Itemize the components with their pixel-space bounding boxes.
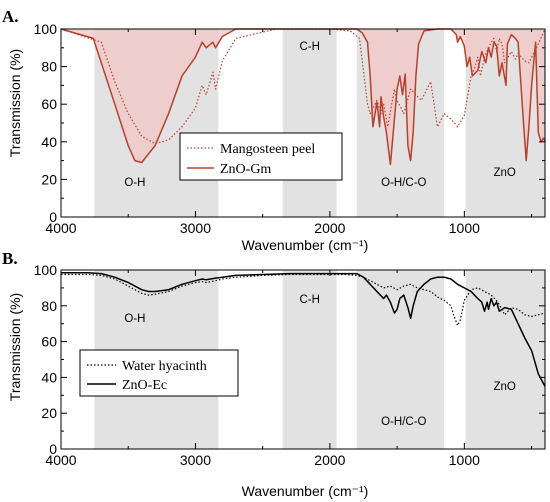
region-label-1: C-H — [299, 41, 319, 53]
x-tick-label: 4000 — [45, 452, 76, 468]
x-tick-label: 3000 — [180, 452, 211, 468]
x-tick-label: 1000 — [449, 452, 480, 468]
region-label-2: O-H/C-O — [381, 416, 426, 428]
legend-label-water-hyacinth: Water hyacinth — [122, 359, 207, 374]
panel-b-series — [61, 271, 546, 387]
region-label-0: O-H — [124, 313, 145, 325]
panel-b-y-axis-title: Transmission (%) — [7, 293, 23, 401]
x-tick-label: 2000 — [314, 220, 345, 236]
y-tick-label: 100 — [34, 21, 58, 37]
y-tick-label: 60 — [41, 334, 57, 350]
shaded-region-2 — [356, 270, 445, 449]
panel-b-legend: Water hyacinth ZnO-Ec — [79, 349, 239, 397]
x-tick-label: 4000 — [45, 220, 76, 236]
panel-a-letter: A. — [2, 7, 19, 26]
region-label-1: C-H — [299, 294, 319, 306]
shaded-region-1 — [282, 29, 337, 217]
panel-a-legend-box — [179, 132, 343, 181]
series-line-zno-ec — [61, 271, 546, 387]
x-tick-label: 2000 — [314, 452, 345, 468]
legend-label-mangosteen: Mangosteen peel — [220, 142, 315, 157]
panel-a-ticks: 4000 3000 2000 1000 0 20 40 60 80 100 — [34, 21, 545, 236]
series-line-zno-gm — [60, 28, 546, 166]
shaded-region-1 — [282, 270, 337, 449]
panel-a-x-axis-title: Wavenumber (cm⁻¹) — [242, 237, 369, 253]
x-tick-label: 1000 — [449, 220, 480, 236]
y-tick-label: 0 — [49, 209, 57, 225]
region-label-3: ZnO — [493, 167, 515, 179]
panel-a-y-axis-title: Transmission (%) — [7, 49, 23, 157]
series-line-mangosteen-peel — [60, 28, 546, 145]
panel-a-legend: Mangosteen peel ZnO-Gm — [179, 132, 343, 181]
y-tick-label: 20 — [41, 405, 57, 421]
panel-b-legend-box — [79, 349, 239, 397]
y-tick-label: 40 — [41, 369, 57, 385]
y-tick-label: 60 — [41, 96, 57, 112]
region-label-0: O-H — [124, 177, 145, 189]
panel-a-fills — [61, 29, 545, 165]
legend-label-znoec: ZnO-Ec — [122, 378, 167, 393]
y-tick-label: 0 — [49, 441, 57, 457]
y-tick-label: 20 — [41, 171, 57, 187]
shaded-region-3 — [465, 270, 545, 449]
panel-a-series — [60, 28, 546, 166]
x-tick-label: 3000 — [180, 220, 211, 236]
region-label-2: O-H/C-O — [381, 177, 426, 189]
y-tick-label: 80 — [41, 59, 57, 75]
y-tick-label: 40 — [41, 134, 57, 150]
region-label-3: ZnO — [493, 381, 515, 393]
panel-b-letter: B. — [2, 249, 18, 268]
series-line-water-hyacinth — [61, 273, 546, 327]
panel-b-x-axis-title: Wavenumber (cm⁻¹) — [242, 483, 369, 499]
y-tick-label: 80 — [41, 298, 57, 314]
legend-label-znogm: ZnO-Gm — [220, 162, 271, 177]
znogm-fill-area — [61, 29, 545, 165]
panel-b-ticks: 4000 3000 2000 1000 0 20 40 60 80 100 — [34, 262, 545, 468]
y-tick-label: 100 — [34, 262, 58, 278]
